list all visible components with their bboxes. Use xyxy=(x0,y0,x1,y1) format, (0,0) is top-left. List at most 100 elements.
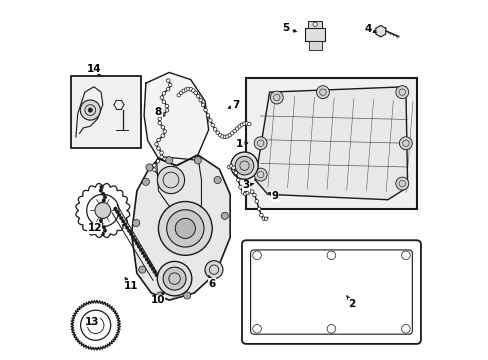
Circle shape xyxy=(131,235,135,239)
Circle shape xyxy=(211,123,214,127)
Circle shape xyxy=(152,168,156,171)
Text: 13: 13 xyxy=(84,317,99,327)
Circle shape xyxy=(133,238,137,242)
Circle shape xyxy=(103,229,106,232)
Circle shape xyxy=(179,91,183,95)
Circle shape xyxy=(215,131,219,135)
Text: 5: 5 xyxy=(282,23,296,33)
Circle shape xyxy=(254,199,258,203)
Text: 2: 2 xyxy=(346,296,355,309)
Circle shape xyxy=(157,138,160,142)
Circle shape xyxy=(129,232,133,236)
Circle shape xyxy=(165,108,168,112)
Circle shape xyxy=(199,98,202,102)
Circle shape xyxy=(113,207,117,211)
Circle shape xyxy=(158,121,161,125)
Circle shape xyxy=(206,113,209,117)
Circle shape xyxy=(259,213,263,217)
Circle shape xyxy=(143,254,146,258)
Circle shape xyxy=(125,226,129,229)
Circle shape xyxy=(241,190,244,194)
Circle shape xyxy=(141,251,144,255)
Circle shape xyxy=(156,147,160,150)
Circle shape xyxy=(162,91,165,95)
Circle shape xyxy=(177,93,180,97)
Circle shape xyxy=(204,261,223,279)
Circle shape xyxy=(395,86,408,99)
Text: 8: 8 xyxy=(155,107,164,117)
Circle shape xyxy=(132,220,140,226)
Circle shape xyxy=(135,242,139,245)
Bar xyxy=(305,28,325,41)
Circle shape xyxy=(230,152,258,179)
Circle shape xyxy=(182,89,185,93)
Circle shape xyxy=(95,203,110,219)
Circle shape xyxy=(99,189,102,192)
Circle shape xyxy=(103,195,106,199)
Circle shape xyxy=(229,164,233,168)
Text: 4: 4 xyxy=(364,24,375,34)
Circle shape xyxy=(227,133,231,137)
Text: 7: 7 xyxy=(228,100,239,110)
Circle shape xyxy=(145,164,153,171)
Circle shape xyxy=(137,245,141,248)
Circle shape xyxy=(147,261,150,264)
Circle shape xyxy=(151,267,154,270)
Text: 12: 12 xyxy=(87,224,102,233)
Circle shape xyxy=(152,163,156,167)
Circle shape xyxy=(161,134,164,138)
Circle shape xyxy=(162,100,165,104)
Circle shape xyxy=(99,202,103,206)
Circle shape xyxy=(156,292,163,299)
Circle shape xyxy=(139,266,145,273)
Circle shape xyxy=(270,91,283,104)
Bar xyxy=(246,78,416,209)
Polygon shape xyxy=(255,87,407,200)
Circle shape xyxy=(158,202,212,255)
Circle shape xyxy=(99,205,102,209)
Circle shape xyxy=(155,273,158,277)
Circle shape xyxy=(247,190,251,193)
Bar xyxy=(308,41,321,50)
Circle shape xyxy=(196,94,200,98)
Circle shape xyxy=(204,268,212,275)
Circle shape xyxy=(218,133,222,137)
Circle shape xyxy=(225,135,229,138)
Circle shape xyxy=(247,122,250,126)
Circle shape xyxy=(166,87,170,91)
Circle shape xyxy=(316,86,329,99)
Circle shape xyxy=(234,171,237,175)
Circle shape xyxy=(243,192,246,196)
Circle shape xyxy=(166,79,170,82)
Circle shape xyxy=(100,222,103,226)
Text: 14: 14 xyxy=(87,64,102,75)
Circle shape xyxy=(139,248,142,252)
Circle shape xyxy=(101,232,104,235)
Circle shape xyxy=(230,131,234,135)
Circle shape xyxy=(165,157,172,164)
Circle shape xyxy=(264,217,267,221)
Circle shape xyxy=(149,264,152,267)
Circle shape xyxy=(163,267,185,290)
Circle shape xyxy=(214,176,221,184)
Circle shape xyxy=(235,127,239,130)
Circle shape xyxy=(102,199,105,202)
Circle shape xyxy=(100,185,103,189)
Circle shape xyxy=(220,135,224,138)
Circle shape xyxy=(242,122,245,125)
Circle shape xyxy=(312,22,317,27)
Circle shape xyxy=(245,191,249,195)
Text: 3: 3 xyxy=(242,180,253,190)
Circle shape xyxy=(161,126,164,129)
Circle shape xyxy=(158,117,161,121)
Circle shape xyxy=(191,89,195,93)
Circle shape xyxy=(80,100,100,120)
Circle shape xyxy=(399,137,411,150)
Circle shape xyxy=(127,229,131,233)
Circle shape xyxy=(156,159,160,163)
Text: 11: 11 xyxy=(124,278,139,291)
Circle shape xyxy=(101,192,104,195)
Circle shape xyxy=(103,212,106,216)
Circle shape xyxy=(163,130,166,133)
Circle shape xyxy=(257,207,261,211)
